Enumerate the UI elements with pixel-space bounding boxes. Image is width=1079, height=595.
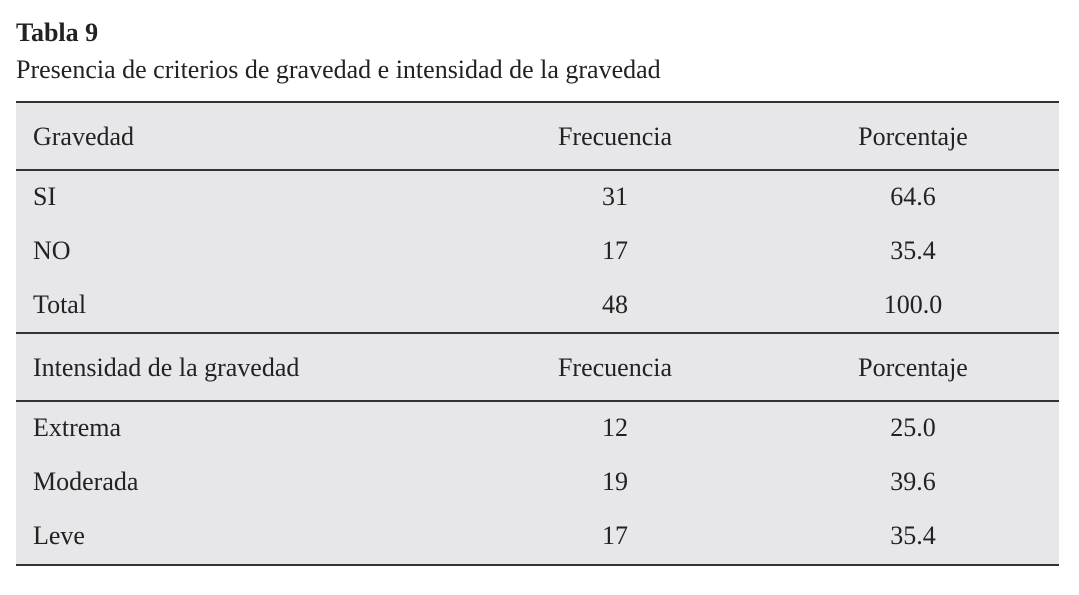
table-cell: 48 [602, 290, 628, 319]
table-cell: 17 [602, 236, 628, 265]
table-cell: Moderada [33, 467, 139, 496]
table-subtitle: Presencia de criterios de gravedad e int… [16, 55, 661, 84]
table-cell: 31 [602, 182, 628, 211]
table-rule [16, 169, 1059, 171]
table-cell: 64.6 [890, 182, 936, 211]
table-cell: 39.6 [890, 467, 936, 496]
table-rule [16, 101, 1059, 103]
column-header: Porcentaje [858, 122, 968, 151]
table-rule [16, 332, 1059, 334]
table-cell: 25.0 [890, 413, 936, 442]
table-title: Tabla 9 [16, 18, 99, 47]
column-header: Frecuencia [557, 122, 673, 151]
column-header: Intensidad de la gravedad [33, 353, 300, 382]
table-cell: 35.4 [890, 521, 936, 550]
table-cell: Total [33, 290, 87, 319]
column-header: Porcentaje [858, 353, 968, 382]
table-rule [16, 400, 1059, 402]
column-header: Gravedad [33, 122, 135, 151]
table-cell: 17 [602, 521, 628, 550]
table-cell: Extrema [33, 413, 122, 442]
table: Gravedad Frecuencia Porcentaje SI 31 64.6 NO 17… [16, 101, 1059, 566]
table-cell: SI [33, 182, 57, 211]
table-rule [16, 564, 1059, 566]
table-cell: 12 [602, 413, 628, 442]
table-cell: 35.4 [890, 236, 936, 265]
column-header: Frecuencia [557, 353, 673, 382]
table-cell: NO [33, 236, 71, 265]
table-cell: 19 [602, 467, 628, 496]
table-cell: Leve [33, 521, 85, 550]
table-cell: 100.0 [883, 290, 943, 319]
